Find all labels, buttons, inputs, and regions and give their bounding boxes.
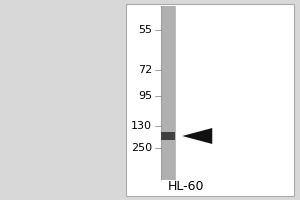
Bar	[126, 4, 294, 196]
Bar	[161, 132, 175, 140]
Text: 95: 95	[138, 91, 152, 101]
Polygon shape	[182, 128, 212, 144]
Text: HL-60: HL-60	[168, 180, 204, 192]
Text: 130: 130	[131, 121, 152, 131]
Text: 250: 250	[131, 143, 152, 153]
Bar	[161, 6, 175, 180]
Text: 55: 55	[138, 25, 152, 35]
Text: 72: 72	[138, 65, 152, 75]
